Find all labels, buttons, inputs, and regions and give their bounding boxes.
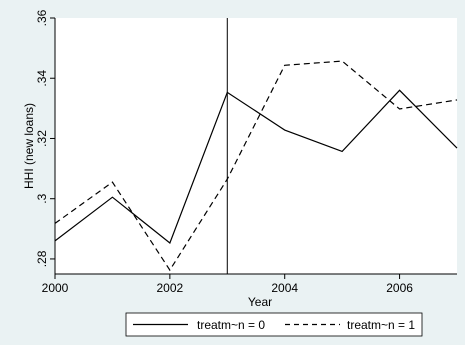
legend-label-series-0: treatm~n = 0 bbox=[197, 318, 265, 332]
legend-box bbox=[125, 312, 423, 337]
y-tick-label-0: .28 bbox=[35, 250, 49, 267]
series-line-1 bbox=[54, 60, 458, 272]
series-layer bbox=[54, 60, 458, 272]
legend-label-series-1: treatm~n = 1 bbox=[347, 318, 415, 332]
x-axis: 2000 2002 2004 2006 bbox=[42, 273, 457, 295]
y-axis: .28 .3 .32 .34 .36 bbox=[35, 9, 56, 274]
legend: treatm~n = 0 treatm~n = 1 bbox=[125, 312, 423, 337]
plot-area bbox=[55, 18, 457, 274]
y-tick-label-4: .36 bbox=[35, 9, 49, 26]
y-tick-label-3: .34 bbox=[35, 70, 49, 87]
x-axis-title: Year bbox=[248, 295, 272, 309]
y-tick-label-2: .32 bbox=[35, 130, 49, 147]
x-tick-label-2: 2004 bbox=[271, 281, 298, 295]
x-tick-label-0: 2000 bbox=[42, 281, 69, 295]
x-tick-label-3: 2006 bbox=[386, 281, 413, 295]
y-tick-label-1: .3 bbox=[35, 193, 49, 203]
x-tick-label-1: 2002 bbox=[157, 281, 184, 295]
y-axis-title: HHI (new loans) bbox=[22, 103, 36, 189]
